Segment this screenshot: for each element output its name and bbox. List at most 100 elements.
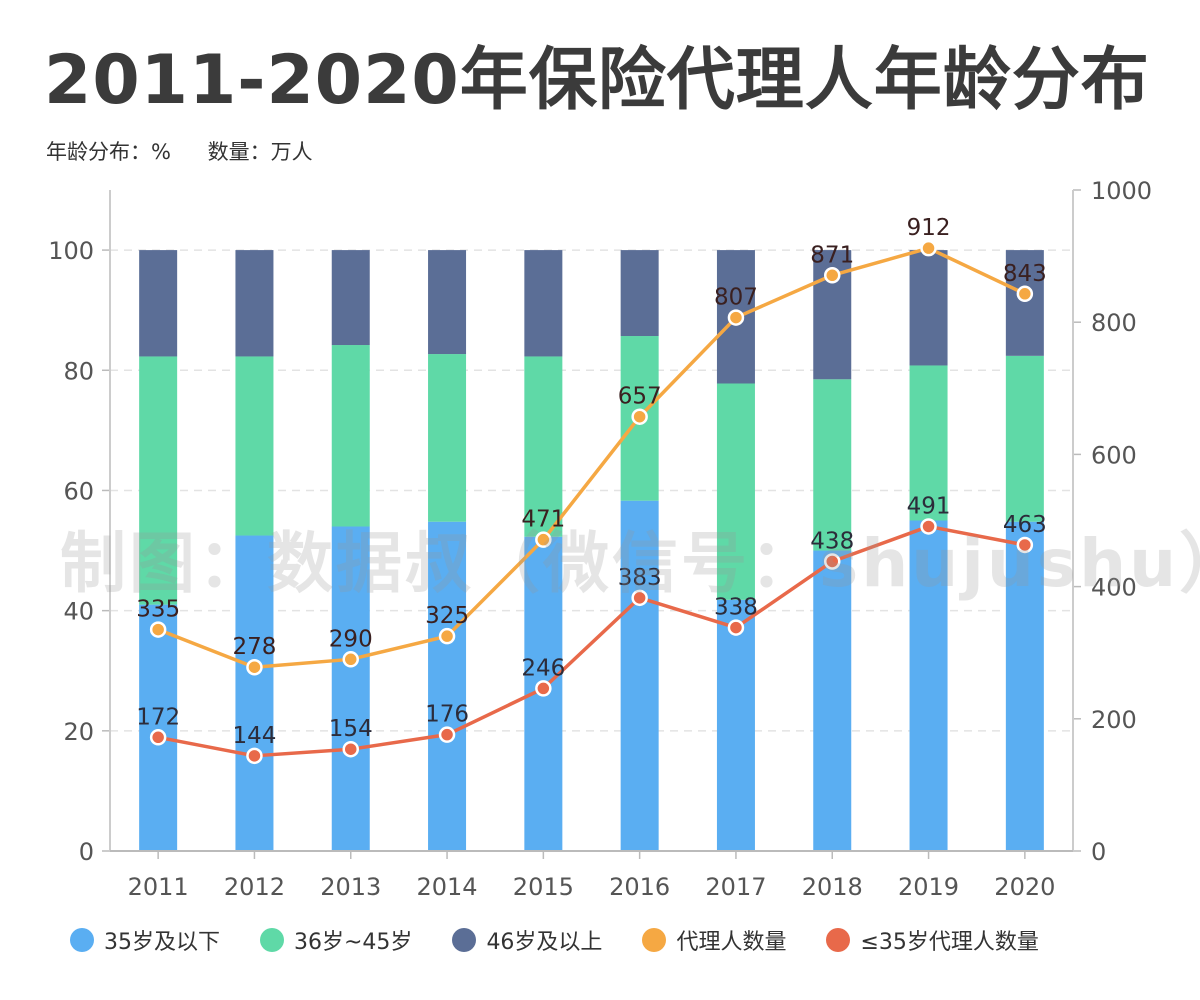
legend-label: ≤35岁代理人数量 — [860, 930, 1039, 955]
data-label: 463 — [1003, 512, 1047, 538]
data-label: 278 — [232, 634, 276, 660]
bar-segment — [716, 383, 755, 600]
series-point — [824, 267, 841, 284]
left-axis-tick-label: 60 — [63, 477, 94, 505]
data-label: 807 — [714, 285, 758, 311]
legend-item-agents[interactable]: 代理人数量 — [642, 924, 786, 956]
x-axis-tick-label: 2014 — [417, 873, 478, 901]
left-axis-tick-label: 80 — [63, 357, 94, 385]
left-axis-unit: 年龄分布：% — [46, 140, 171, 164]
series-point — [246, 747, 263, 765]
data-label: 871 — [810, 242, 854, 268]
series-line — [157, 524, 1026, 758]
bar-segment — [909, 365, 948, 521]
series-point — [535, 531, 552, 548]
left-axis-tick-label: 100 — [48, 237, 94, 265]
legend: 35岁及以下 36岁~45岁 46岁及以上 代理人数量 ≤35岁代理人数量 — [70, 924, 1039, 956]
legend-label: 35岁及以下 — [104, 930, 220, 955]
series-point — [438, 726, 456, 743]
right-axis-unit: 数量：万人 — [207, 140, 313, 164]
bar-segment — [813, 379, 852, 551]
bar-segment — [331, 250, 370, 346]
series-point — [149, 621, 167, 638]
line-layer — [149, 239, 1034, 765]
series-point — [727, 619, 745, 636]
label-layer: 335 278 290 325 471 657 807 871 912 843 172 144 154 1… — [136, 215, 1047, 749]
data-label: 843 — [1003, 261, 1047, 287]
bar-segment — [909, 520, 948, 851]
bar-segment — [1005, 250, 1044, 356]
x-axis-tick-label: 2015 — [513, 873, 574, 901]
right-axis-tick-label: 200 — [1091, 706, 1137, 734]
bar-segment — [235, 535, 274, 851]
x-axis-tick-label: 2017 — [705, 873, 766, 901]
bar-segment — [813, 550, 852, 851]
series-point — [727, 309, 745, 326]
series-point — [1016, 536, 1034, 554]
bar-segment — [909, 250, 948, 366]
series-point — [920, 518, 937, 535]
bar-segment — [235, 250, 274, 357]
x-axis-tick-label: 2013 — [320, 873, 381, 901]
chart-subtitle: 年龄分布：% 数量：万人 — [46, 136, 313, 166]
legend-marker-icon — [642, 928, 667, 952]
data-label: 154 — [329, 716, 373, 742]
bar-segment — [524, 356, 563, 537]
x-axis-tick-label: 2019 — [898, 873, 959, 901]
legend-item-young-agents[interactable]: ≤35岁代理人数量 — [826, 924, 1039, 956]
series-point — [535, 680, 552, 697]
data-label: 290 — [329, 626, 373, 652]
data-label: 335 — [136, 597, 180, 623]
data-label: 383 — [618, 565, 662, 591]
chart-title: 2011-2020年保险代理人年龄分布 — [44, 41, 1150, 120]
legend-label: 36岁~45岁 — [294, 930, 413, 955]
right-axis-tick-label: 600 — [1091, 441, 1137, 469]
left-axis-tick-label: 40 — [63, 598, 94, 626]
x-axis-tick-label: 2016 — [609, 873, 670, 901]
bar-segment — [235, 356, 274, 536]
x-axis-tick-label: 2020 — [994, 873, 1055, 901]
left-axis-tick-label: 20 — [63, 718, 94, 746]
legend-marker-icon — [452, 928, 477, 952]
left-axis-tick-label: 0 — [79, 838, 94, 866]
data-label: 176 — [425, 702, 469, 728]
series-point — [824, 553, 841, 570]
data-label: 471 — [521, 507, 565, 533]
bar-segment — [331, 526, 370, 851]
bar-segment — [428, 250, 467, 355]
data-label: 338 — [714, 595, 758, 621]
legend-item-over46[interactable]: 46岁及以上 — [452, 924, 602, 956]
legend-marker-icon — [260, 928, 284, 952]
series-line — [157, 246, 1026, 669]
series-point — [342, 651, 359, 668]
bar-segment — [620, 250, 659, 337]
data-label: 172 — [136, 704, 180, 730]
legend-item-36-45[interactable]: 36岁~45岁 — [260, 924, 412, 956]
legend-marker-icon — [70, 928, 94, 952]
series-point — [342, 740, 359, 758]
data-label: 246 — [521, 655, 565, 681]
series-point — [246, 658, 263, 676]
series-point — [631, 408, 648, 425]
x-axis-tick-label: 2018 — [802, 873, 863, 901]
bar-segment — [139, 604, 178, 851]
right-axis-tick-label: 800 — [1091, 309, 1137, 337]
bar-segment — [524, 250, 563, 357]
series-point — [631, 589, 648, 607]
legend-label: 46岁及以上 — [486, 930, 603, 955]
right-axis-tick-label: 0 — [1091, 838, 1106, 866]
series-point — [149, 729, 167, 746]
bar-segment — [139, 250, 178, 357]
bar-segment — [428, 354, 467, 522]
data-label: 325 — [425, 603, 469, 629]
bar-segment — [1005, 521, 1044, 851]
x-axis-tick-label: 2012 — [224, 873, 285, 901]
series-point — [920, 239, 937, 257]
bar-segment — [428, 521, 467, 851]
bar-segment — [139, 356, 178, 605]
legend-item-under35[interactable]: 35岁及以下 — [70, 924, 220, 956]
right-axis-tick-label: 1000 — [1091, 177, 1152, 205]
bar-segment — [1005, 355, 1044, 522]
